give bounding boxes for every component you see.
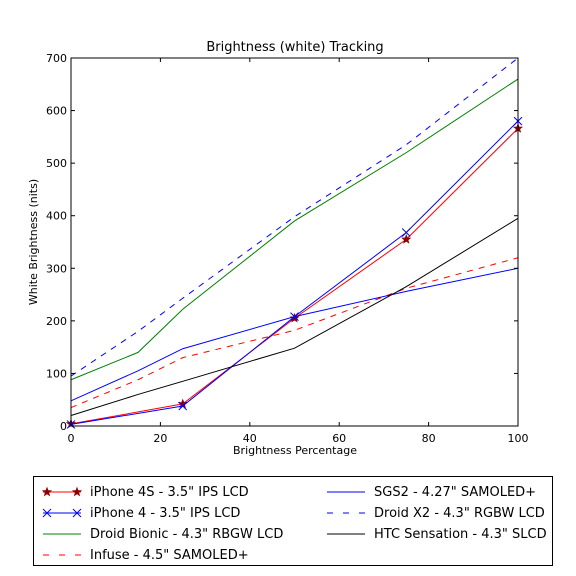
legend-label: HTC Sensation - 4.3" SLCD [374, 526, 547, 542]
legend-label: Droid Bionic - 4.3" RBGW LCD [90, 526, 284, 542]
legend-marker [72, 508, 82, 518]
plot-frame [70, 57, 519, 427]
legend-marker [71, 486, 83, 497]
x-tick-label: 0 [68, 432, 75, 445]
legend-swatch-droid-x2 [327, 512, 365, 514]
series-line-4 [70, 267, 519, 402]
chart-legend: iPhone 4S - 3.5" IPS LCD iPhone 4 - 3.5"… [33, 476, 553, 566]
legend-marker [42, 508, 52, 518]
series-0-marker [401, 234, 412, 244]
legend-swatch-infuse [43, 554, 81, 556]
legend-item-droid-bionic: Droid Bionic - 4.3" RBGW LCD [40, 524, 283, 544]
legend-swatch-htc-sensation [327, 533, 365, 535]
line-chart: Brightness (white) Tracking 0 20 40 60 80 100… [27, 40, 529, 457]
series-1-marker [401, 228, 411, 237]
legend-label: Infuse - 4.5" SAMOLED+ [90, 547, 249, 563]
x-tick-label: 40 [243, 432, 257, 445]
legend-label: iPhone 4 - 3.5" IPS LCD [90, 505, 241, 521]
series-1-marker [178, 401, 188, 411]
legend-item-htc-sensation: HTC Sensation - 4.3" SLCD [324, 524, 547, 544]
legend-swatch-iphone4 [42, 508, 82, 518]
legend-swatch-sgs2 [327, 491, 365, 493]
x-axis-label: Brightness Percentage [233, 444, 357, 457]
y-tick-label: 0 [60, 420, 67, 433]
x-tick-label: 60 [332, 432, 346, 445]
legend-item-sgs2: SGS2 - 4.27" SAMOLED+ [324, 482, 536, 502]
legend-item-iphone4: iPhone 4 - 3.5" IPS LCD [40, 503, 240, 523]
legend-item-droid-x2: Droid X2 - 4.3" RGBW LCD [324, 503, 545, 523]
series-line-5 [70, 57, 519, 377]
legend-swatch-iphone4s [41, 486, 83, 497]
series-0-marker [289, 312, 300, 323]
legend-item-infuse: Infuse - 4.5" SAMOLED+ [40, 545, 249, 565]
y-tick-label: 200 [46, 315, 67, 328]
y-tick-label: 100 [46, 367, 67, 380]
y-tick-label: 400 [46, 210, 67, 223]
legend-label: SGS2 - 4.27" SAMOLED+ [374, 484, 537, 500]
series-line-6 [70, 217, 519, 416]
y-tick-label: 300 [46, 262, 67, 275]
legend-label: iPhone 4S - 3.5" IPS LCD [90, 484, 249, 500]
x-tick-label: 80 [422, 432, 436, 445]
y-tick-label: 500 [46, 157, 67, 170]
x-tick-label: 20 [153, 432, 167, 445]
y-axis-label: White Brightness (nits) [27, 179, 40, 305]
series-line-3 [70, 257, 519, 409]
series-line-1 [70, 120, 519, 425]
legend-marker [41, 486, 53, 497]
legend-label: Droid X2 - 4.3" RGBW LCD [374, 505, 545, 521]
legend-swatch-droid-bionic [43, 533, 81, 535]
y-tick-label: 600 [46, 105, 67, 118]
chart-title: Brightness (white) Tracking [206, 40, 383, 55]
x-tick-label: 100 [508, 432, 529, 445]
legend-item-iphone4s: iPhone 4S - 3.5" IPS LCD [40, 482, 249, 502]
y-tick-label: 700 [46, 52, 67, 65]
series-line-2 [70, 78, 519, 381]
